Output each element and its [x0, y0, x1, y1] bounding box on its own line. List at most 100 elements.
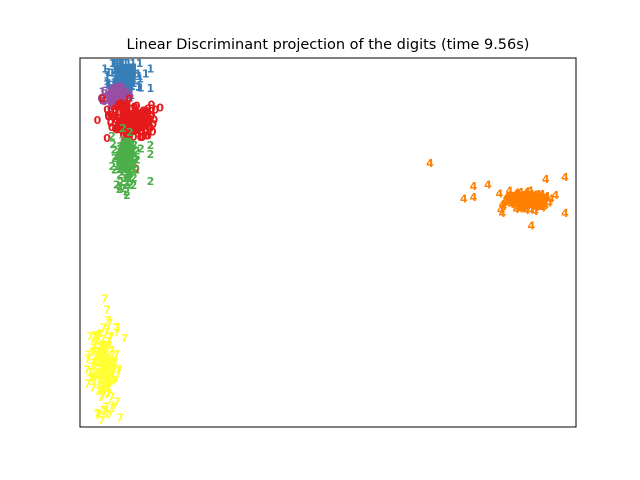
- digit-point-1: 1: [123, 64, 131, 77]
- digit-point-1: 1: [127, 77, 135, 90]
- digit-point-2: 2: [111, 164, 119, 177]
- digit-point-4: 4: [536, 193, 544, 206]
- digit-point-1: 1: [103, 78, 111, 91]
- digit-point-2: 2: [126, 153, 134, 166]
- digit-point-6: 6: [112, 81, 120, 94]
- digit-point-6: 6: [106, 93, 114, 106]
- digit-point-1: 1: [130, 74, 138, 87]
- digit-point-0: 0: [129, 107, 137, 120]
- digit-point-7: 7: [104, 374, 112, 387]
- digit-point-1: 1: [121, 75, 129, 88]
- digit-point-6: 6: [103, 89, 111, 102]
- digit-point-4: 4: [521, 190, 529, 203]
- digit-point-4: 4: [518, 193, 526, 206]
- digit-point-4: 4: [524, 189, 532, 202]
- digit-point-0: 0: [117, 97, 125, 110]
- digit-point-1: 1: [126, 62, 134, 75]
- digit-point-2: 2: [127, 143, 135, 156]
- digit-point-1: 1: [108, 67, 116, 80]
- digit-point-2: 2: [120, 166, 128, 179]
- digit-point-7: 7: [100, 362, 108, 375]
- digit-point-2: 2: [127, 160, 135, 173]
- digit-point-0: 0: [131, 114, 139, 127]
- digit-point-2: 2: [109, 138, 117, 151]
- digit-point-7: 7: [102, 363, 110, 376]
- digit-point-0: 0: [128, 111, 136, 124]
- digit-point-2: 2: [123, 161, 131, 174]
- digit-point-4: 4: [523, 192, 531, 205]
- digit-point-1: 1: [118, 63, 126, 76]
- digit-point-4: 4: [505, 189, 513, 202]
- digit-point-4: 4: [506, 195, 514, 208]
- digit-point-1: 1: [109, 57, 117, 70]
- digit-point-2: 2: [127, 153, 135, 166]
- digit-point-4: 4: [516, 193, 524, 206]
- digit-point-4: 4: [519, 202, 527, 215]
- digit-point-7: 7: [101, 369, 109, 382]
- digit-point-0: 0: [144, 103, 152, 116]
- digit-point-0: 0: [138, 113, 146, 126]
- digit-point-7: 7: [110, 362, 118, 375]
- digit-point-0: 0: [104, 109, 112, 122]
- digit-point-7: 7: [84, 348, 92, 361]
- digit-point-4: 4: [529, 196, 537, 209]
- digit-point-0: 0: [119, 110, 127, 123]
- digit-point-2: 2: [119, 182, 127, 195]
- digit-point-1: 1: [119, 65, 127, 78]
- digit-point-7: 7: [103, 365, 111, 378]
- digit-point-1: 1: [105, 66, 113, 79]
- digit-point-4: 4: [513, 195, 521, 208]
- digit-point-4: 4: [528, 192, 536, 205]
- digit-point-7: 7: [97, 328, 105, 341]
- digit-point-7: 7: [105, 360, 113, 373]
- digit-point-4: 4: [526, 197, 534, 210]
- digit-point-4: 4: [512, 203, 520, 216]
- digit-point-4: 4: [537, 200, 545, 213]
- digit-point-0: 0: [121, 112, 129, 125]
- digit-point-7: 7: [101, 381, 109, 394]
- digit-point-0: 0: [128, 110, 136, 123]
- digit-point-2: 2: [130, 139, 138, 152]
- digit-point-6: 6: [114, 98, 122, 111]
- digit-point-2: 2: [125, 139, 133, 152]
- digit-point-6: 6: [119, 88, 127, 101]
- digit-point-1: 1: [116, 57, 124, 70]
- digit-point-2: 2: [115, 154, 123, 167]
- digit-point-4: 4: [525, 196, 533, 209]
- digit-point-4: 4: [536, 192, 544, 205]
- digit-point-0: 0: [133, 115, 141, 128]
- digit-point-1: 1: [110, 57, 118, 70]
- digit-point-7: 7: [106, 363, 114, 376]
- digit-point-7: 7: [102, 354, 110, 367]
- digit-point-6: 6: [119, 83, 127, 96]
- digit-point-2: 2: [122, 151, 130, 164]
- digit-point-7: 7: [89, 341, 97, 354]
- digit-point-0: 0: [142, 111, 150, 124]
- digit-point-4: 4: [531, 194, 539, 207]
- digit-point-4: 4: [504, 190, 512, 203]
- digit-point-7: 7: [102, 356, 110, 369]
- digit-point-2: 2: [116, 140, 124, 153]
- digit-point-2: 2: [131, 153, 139, 166]
- digit-point-1: 1: [121, 65, 129, 78]
- digit-point-2: 2: [116, 151, 124, 164]
- digit-point-2: 2: [123, 186, 131, 199]
- digit-point-4: 4: [527, 204, 535, 217]
- digit-point-1: 1: [128, 67, 136, 80]
- digit-point-1: 1: [124, 67, 132, 80]
- digit-point-4: 4: [532, 197, 540, 210]
- digit-point-0: 0: [149, 118, 157, 131]
- digit-point-0: 0: [123, 114, 131, 127]
- digit-point-4: 4: [510, 197, 518, 210]
- digit-point-0: 0: [138, 108, 146, 121]
- digit-point-1: 1: [120, 84, 128, 97]
- digit-point-2: 2: [116, 156, 124, 169]
- digit-point-4: 4: [515, 190, 523, 203]
- digit-point-7: 7: [97, 362, 105, 375]
- digit-point-6: 6: [107, 95, 115, 108]
- digit-point-0: 0: [118, 120, 126, 133]
- digit-point-2: 2: [116, 156, 124, 169]
- digit-point-7: 7: [108, 344, 116, 357]
- digit-point-7: 7: [86, 373, 94, 386]
